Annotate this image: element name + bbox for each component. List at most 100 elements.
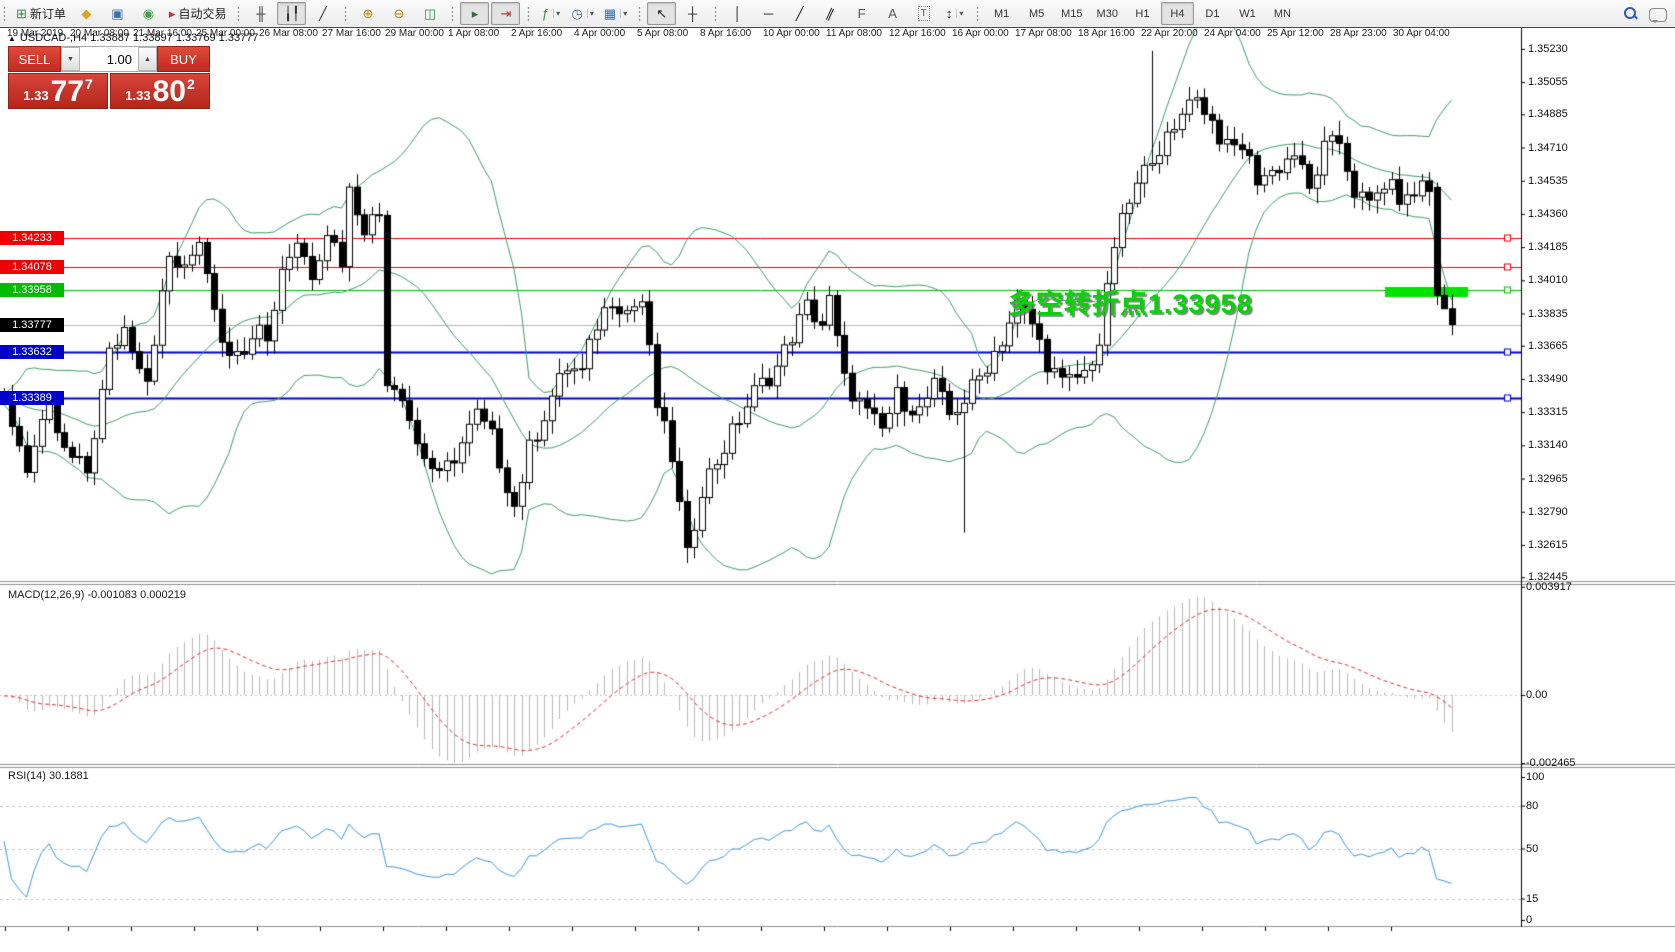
time-axis-label: 28 Apr 23:00: [1330, 28, 1387, 39]
price-axis-tick: 1.32790: [1528, 506, 1568, 518]
price-axis-tick: 1.34535: [1528, 175, 1568, 187]
time-axis-label: 2 Apr 16:00: [511, 28, 563, 39]
chevron-down-icon[interactable]: ▾: [620, 9, 627, 18]
line-chart-button[interactable]: ╱: [308, 2, 337, 25]
metaeditor-button[interactable]: ◆: [72, 2, 101, 25]
search-icon[interactable]: [1623, 6, 1639, 22]
price-axis-tick: 1.34010: [1528, 274, 1568, 286]
chevron-down-icon[interactable]: ▾: [956, 9, 963, 18]
arrows-button[interactable]: ↕ ▾: [940, 2, 969, 25]
tile-windows-icon: ◫: [423, 6, 437, 21]
chart-window: 1.35230 1.35055 1.34885 1.34710 1.34535 1.343…: [0, 28, 1675, 952]
tile-windows-button[interactable]: ◫: [415, 2, 444, 25]
fibonacci-button[interactable]: F: [847, 2, 876, 25]
equidistant-channel-button[interactable]: ∥: [816, 2, 845, 25]
timeframe-mn-label: MN: [1273, 7, 1291, 20]
zoom-out-button[interactable]: ⊖: [384, 2, 413, 25]
text-icon: A: [888, 6, 897, 21]
indicators-button[interactable]: ƒ ▾: [536, 2, 565, 25]
volume-increase-button[interactable]: ▲: [138, 47, 157, 71]
trendline-button[interactable]: ╱: [785, 2, 814, 25]
buy-price-big: 80: [152, 75, 186, 108]
rsi-axis-tick: 80: [1526, 800, 1539, 812]
symbol-ohlc-text: USDCAD-,H4 1.33887 1.33897 1.33769 1.337…: [19, 32, 259, 44]
sell-price-big: 77: [50, 75, 84, 108]
timeframe-h4[interactable]: H4: [1160, 2, 1194, 25]
timeframe-m15-label: M15: [1061, 7, 1083, 20]
timeframe-m1-label: M1: [994, 7, 1010, 20]
buy-price-prefix: 1.33: [125, 88, 151, 103]
chart-shift-icon: ⇥: [500, 6, 512, 21]
text-button[interactable]: A: [878, 2, 907, 25]
trendline-icon: ╱: [795, 6, 804, 21]
timeframe-m5[interactable]: M5: [1020, 2, 1053, 25]
price-axis-tick: 1.35055: [1528, 76, 1568, 88]
time-axis-label: 22 Apr 20:00: [1141, 28, 1198, 39]
zoom-in-button[interactable]: ⊕: [353, 2, 382, 25]
macd-axis-tick: -0.002465: [1526, 757, 1576, 769]
candlestick-chart-button[interactable]: ╽╿: [277, 2, 307, 25]
volume-input[interactable]: [80, 47, 138, 71]
sell-price-button[interactable]: 1.33 77 7: [8, 73, 108, 109]
horizontal-line-button[interactable]: ─: [754, 2, 783, 25]
price-axis-tick: 1.32445: [1528, 571, 1568, 583]
bar-chart-button[interactable]: ╫: [246, 2, 275, 25]
periods-icon: ◷: [571, 6, 583, 21]
time-axis-label: 16 Apr 00:00: [952, 28, 1009, 39]
horizontal-line-icon: ─: [764, 6, 774, 21]
toolbar-group: ƒ ▾ ◷ ▾ ▦ ▾: [524, 0, 635, 27]
rsi-axis-tick: 50: [1526, 843, 1539, 855]
price-chart-canvas[interactable]: [0, 28, 1675, 952]
buy-price-button[interactable]: 1.33 80 2: [110, 73, 210, 109]
timeframe-w1[interactable]: W1: [1231, 2, 1264, 25]
time-axis-label: 25 Apr 12:00: [1267, 28, 1324, 39]
cursor-icon: ↖: [656, 6, 668, 21]
macd-axis-tick: 0.003917: [1526, 581, 1572, 593]
metaeditor-icon: ◆: [81, 6, 92, 21]
autotrading-button[interactable]: ▸ 自动交易: [165, 2, 231, 25]
timeframe-w1-label: W1: [1239, 7, 1256, 20]
timeframe-m30[interactable]: M30: [1091, 2, 1124, 25]
timeframe-h1[interactable]: H1: [1126, 2, 1159, 25]
fibonacci-icon: F: [857, 6, 866, 21]
vertical-line-icon: │: [733, 6, 742, 21]
timeframe-mn[interactable]: MN: [1266, 2, 1299, 25]
level-price-label: 1.33389: [0, 391, 64, 405]
candlestick-chart-icon: ╽╿: [284, 6, 300, 21]
text-label-button[interactable]: T: [909, 2, 938, 25]
signals-button[interactable]: ◉: [134, 2, 163, 25]
volume-decrease-button[interactable]: ▼: [61, 47, 80, 71]
chart-annotation-text[interactable]: 多空转折点1.33958: [1008, 289, 1253, 319]
bar-chart-icon: ╫: [256, 6, 266, 21]
timeframe-m30-label: M30: [1096, 7, 1118, 20]
time-axis-label: 21 Mar 16:00: [133, 28, 192, 39]
timeframe-m15[interactable]: M15: [1055, 2, 1088, 25]
collapse-panel-arrow[interactable]: ▲: [8, 34, 16, 43]
periods-button[interactable]: ◷ ▾: [567, 2, 597, 25]
cursor-button[interactable]: ↖: [647, 2, 677, 25]
volume-control: ▼ ▲: [61, 46, 157, 72]
new-order-button[interactable]: ⊞ 新订单: [12, 2, 70, 25]
chevron-down-icon[interactable]: ▾: [553, 9, 560, 18]
time-axis-label: 1 Apr 08:00: [448, 28, 500, 39]
auto-scroll-button[interactable]: ▸: [460, 2, 490, 25]
vertical-line-button[interactable]: │: [723, 2, 752, 25]
sell-button[interactable]: SELL: [8, 46, 61, 72]
crosshair-button[interactable]: ┼: [678, 2, 707, 25]
chat-icon[interactable]: [1649, 7, 1667, 23]
chart-shift-button[interactable]: ⇥: [491, 2, 521, 25]
strategy-tester-button[interactable]: ▣: [103, 2, 132, 25]
time-axis-label: 19 Mar 2019: [7, 28, 64, 39]
rsi-axis-tick: 100: [1526, 771, 1545, 783]
buy-button[interactable]: BUY: [157, 46, 210, 72]
zoom-out-icon: ⊖: [393, 6, 405, 21]
level-price-label: 1.33958: [0, 283, 64, 297]
price-axis-tick: 1.32615: [1528, 539, 1568, 551]
timeframe-d1[interactable]: D1: [1196, 2, 1229, 25]
time-axis-label: 27 Mar 16:00: [322, 28, 381, 39]
templates-button[interactable]: ▦ ▾: [600, 2, 631, 25]
price-axis-tick: 1.34710: [1528, 142, 1568, 154]
chevron-down-icon[interactable]: ▾: [586, 9, 594, 18]
timeframe-m1[interactable]: M1: [985, 2, 1018, 25]
